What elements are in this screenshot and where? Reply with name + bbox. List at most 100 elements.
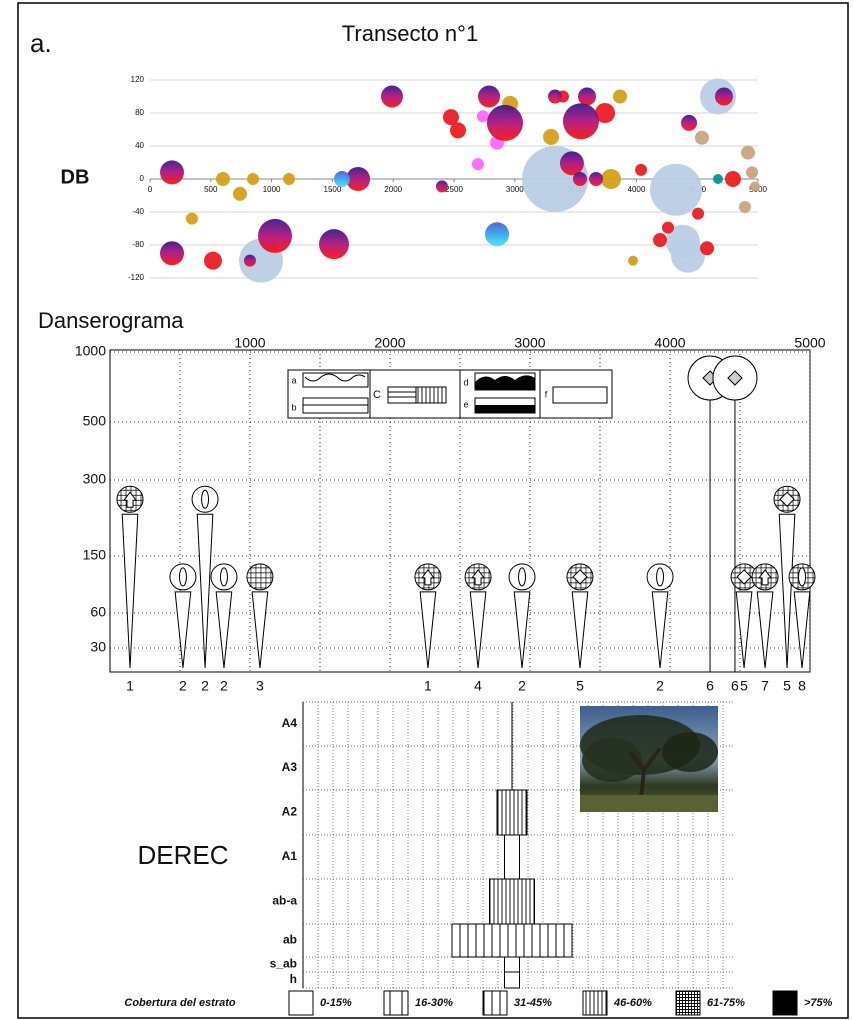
bubble	[160, 160, 185, 185]
plant-label: 8	[798, 678, 806, 694]
plant-label: 5	[576, 678, 584, 694]
cone	[419, 591, 437, 669]
bubble	[738, 201, 751, 214]
bubble	[572, 172, 587, 186]
legend-label: 16-30%	[415, 997, 453, 1009]
bubble	[334, 171, 351, 187]
x-tick-label: 1500	[324, 185, 342, 194]
legend-swatch	[582, 990, 608, 1016]
bubble	[681, 114, 698, 131]
symbol-leaf	[219, 567, 228, 587]
y-tick-label: 30	[90, 639, 106, 655]
chart-title: Transecto n°1	[342, 21, 478, 46]
legend-label: 31-45%	[514, 997, 552, 1009]
bubble	[450, 122, 467, 139]
cone	[251, 591, 269, 669]
stratum-label: A1	[282, 849, 298, 863]
bubble	[160, 241, 185, 266]
panel-label: a.	[30, 28, 52, 58]
y-tick-label: 60	[90, 604, 106, 620]
frame	[17, 2, 849, 1019]
y-tick-label: 150	[83, 547, 107, 563]
bubble	[246, 173, 259, 185]
bubble	[486, 104, 523, 141]
y-tick-label: 80	[135, 108, 144, 117]
symbol-diamond	[727, 370, 743, 386]
y-tick-label: 120	[131, 75, 145, 84]
bubble	[612, 89, 627, 104]
x-tick-label: 4000	[654, 335, 685, 351]
bubble	[282, 173, 295, 185]
stratum-bar	[504, 956, 520, 973]
stratum-label: A3	[282, 760, 298, 774]
stratum-label: s_ab	[270, 957, 297, 971]
cone	[571, 591, 589, 669]
plant-symbol	[246, 563, 274, 591]
y-tick-label: 500	[83, 413, 107, 429]
x-tick-label: 5000	[794, 335, 825, 351]
bubble	[670, 238, 705, 273]
cone	[651, 591, 669, 669]
y-tick-label: -80	[132, 240, 144, 249]
legend-label: 0-15%	[320, 997, 352, 1009]
plant-label: 6	[706, 678, 714, 694]
bubble	[662, 221, 675, 234]
bubble	[548, 89, 563, 104]
symbol-diamond	[779, 491, 795, 507]
bubble	[442, 109, 459, 126]
bubble	[600, 169, 621, 189]
inset-f	[552, 386, 608, 404]
plant-label: 5	[783, 678, 791, 694]
plant-label: 7	[761, 678, 769, 694]
bubble	[627, 255, 638, 266]
inset-e-fill	[475, 405, 535, 413]
inset-a-wave	[304, 373, 366, 382]
bubble	[746, 166, 759, 179]
stratum-label: A2	[282, 805, 298, 819]
symbol-arrow	[420, 569, 435, 586]
stratum-bar	[504, 971, 520, 989]
bubble	[712, 174, 723, 184]
plant-label: 1	[126, 678, 134, 694]
inset-d-mounds	[475, 375, 535, 390]
cone	[469, 591, 487, 669]
bubble	[694, 130, 709, 145]
inset-label: e	[463, 399, 468, 409]
plant-label: 4	[474, 678, 482, 694]
bubble	[543, 128, 560, 145]
bubble	[635, 163, 648, 176]
cone	[513, 591, 531, 669]
inset-a	[302, 372, 369, 388]
bubble	[650, 163, 703, 216]
bubble	[380, 85, 403, 108]
bubble	[203, 251, 222, 270]
stratum-label: ab-a	[272, 894, 297, 908]
bubble	[741, 145, 756, 160]
inset-legend: abCdefE	[287, 369, 613, 419]
cone	[174, 591, 192, 669]
y-tick-label: 0	[140, 174, 145, 183]
plant-label: 6	[731, 678, 739, 694]
stratum-label: ab	[283, 933, 297, 947]
bubble	[485, 222, 510, 247]
stratum-label: h	[290, 972, 297, 986]
legend-label: 61-75%	[707, 997, 745, 1009]
bubble	[749, 181, 760, 192]
legend-swatch	[772, 990, 798, 1016]
bubble	[700, 241, 715, 256]
x-tick-label: 3000	[506, 185, 524, 194]
plant-label: 5	[740, 678, 748, 694]
symbol-leaf	[518, 567, 527, 587]
inset-c-lines	[388, 391, 416, 398]
bubble	[318, 229, 349, 260]
bubble	[589, 172, 604, 186]
chart-title: DEREC	[137, 840, 228, 870]
cone	[121, 513, 139, 669]
plant-label: 1	[424, 678, 432, 694]
inset-label: f	[545, 389, 548, 399]
x-tick-label: 4000	[628, 185, 646, 194]
inset-label: C	[373, 389, 381, 401]
stratum-label: A4	[282, 716, 298, 730]
legend-swatch	[482, 990, 508, 1016]
